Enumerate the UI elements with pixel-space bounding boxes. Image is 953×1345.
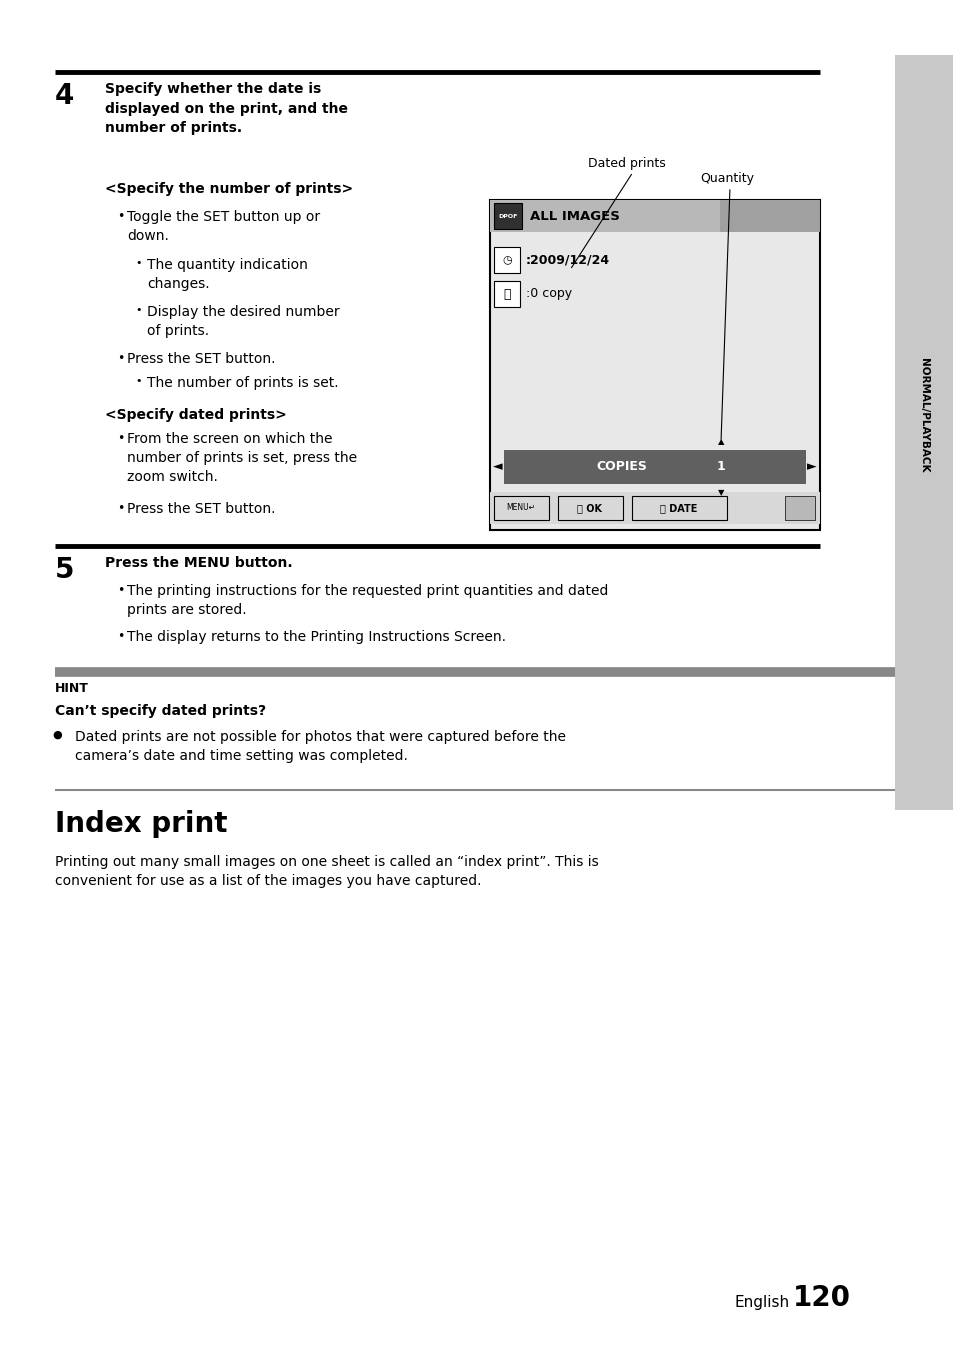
Text: MENU↵: MENU↵ — [506, 503, 535, 512]
Bar — [494, 247, 519, 273]
Bar — [494, 281, 519, 307]
Text: •: • — [117, 629, 124, 643]
Text: :0 copy: :0 copy — [525, 288, 572, 300]
Text: 4: 4 — [55, 82, 74, 110]
Text: The quantity indication
changes.: The quantity indication changes. — [147, 258, 308, 291]
Text: The printing instructions for the requested print quantities and dated
prints ar: The printing instructions for the reques… — [127, 584, 608, 617]
Text: 5: 5 — [55, 555, 74, 584]
Text: Can’t specify dated prints?: Can’t specify dated prints? — [55, 703, 266, 718]
Text: Press the SET button.: Press the SET button. — [127, 502, 275, 516]
Text: ►: ► — [806, 460, 816, 473]
Text: Display the desired number
of prints.: Display the desired number of prints. — [147, 305, 339, 338]
Bar — [631, 496, 726, 521]
Text: ▼: ▼ — [717, 488, 723, 498]
Text: ●: ● — [52, 730, 62, 740]
Text: Ⓢ OK: Ⓢ OK — [577, 503, 602, 512]
Bar — [720, 200, 820, 231]
Text: From the screen on which the
number of prints is set, press the
zoom switch.: From the screen on which the number of p… — [127, 432, 356, 484]
Text: •: • — [117, 210, 124, 223]
Bar — [494, 496, 548, 521]
Text: Press the SET button.: Press the SET button. — [127, 352, 275, 366]
Text: COPIES: COPIES — [596, 460, 647, 473]
Bar — [494, 203, 521, 229]
Bar — [503, 451, 805, 484]
Text: <Specify dated prints>: <Specify dated prints> — [105, 408, 287, 422]
Text: The display returns to the Printing Instructions Screen.: The display returns to the Printing Inst… — [127, 629, 505, 644]
Text: Ⓣ DATE: Ⓣ DATE — [659, 503, 697, 512]
Text: •: • — [135, 305, 141, 315]
Bar — [490, 200, 820, 530]
Text: Index print: Index print — [55, 810, 227, 838]
Text: NORMAL/PLAYBACK: NORMAL/PLAYBACK — [918, 358, 928, 472]
Text: ALL IMAGES: ALL IMAGES — [530, 210, 619, 222]
Text: •: • — [117, 584, 124, 597]
Text: •: • — [117, 432, 124, 445]
Text: 1: 1 — [716, 460, 724, 473]
Text: Dated prints are not possible for photos that were captured before the
camera’s : Dated prints are not possible for photos… — [75, 730, 565, 763]
Text: Press the MENU button.: Press the MENU button. — [105, 555, 293, 570]
Text: <Specify the number of prints>: <Specify the number of prints> — [105, 182, 353, 196]
Bar — [894, 55, 953, 810]
Text: DPOF: DPOF — [497, 214, 517, 218]
Text: Dated prints: Dated prints — [587, 157, 665, 169]
Text: •: • — [135, 258, 141, 268]
Text: Specify whether the date is
displayed on the print, and the
number of prints.: Specify whether the date is displayed on… — [105, 82, 348, 134]
Text: ▲: ▲ — [717, 437, 723, 447]
Text: The number of prints is set.: The number of prints is set. — [147, 377, 338, 390]
Text: ◄: ◄ — [493, 460, 502, 473]
Text: ◷: ◷ — [501, 256, 512, 265]
Text: •: • — [135, 377, 141, 386]
Text: •: • — [117, 502, 124, 515]
Text: English: English — [734, 1295, 789, 1310]
Text: :2009/12/24: :2009/12/24 — [525, 253, 610, 266]
Text: ⎙: ⎙ — [503, 288, 510, 300]
Text: •: • — [117, 352, 124, 364]
Bar — [784, 496, 814, 521]
Text: 120: 120 — [792, 1284, 850, 1311]
Bar — [490, 492, 820, 525]
Text: Printing out many small images on one sheet is called an “index print”. This is
: Printing out many small images on one sh… — [55, 855, 598, 889]
Text: HINT: HINT — [55, 682, 89, 695]
Bar — [558, 496, 622, 521]
Text: Quantity: Quantity — [700, 172, 753, 186]
Bar — [490, 200, 720, 231]
Text: Toggle the SET button up or
down.: Toggle the SET button up or down. — [127, 210, 320, 243]
